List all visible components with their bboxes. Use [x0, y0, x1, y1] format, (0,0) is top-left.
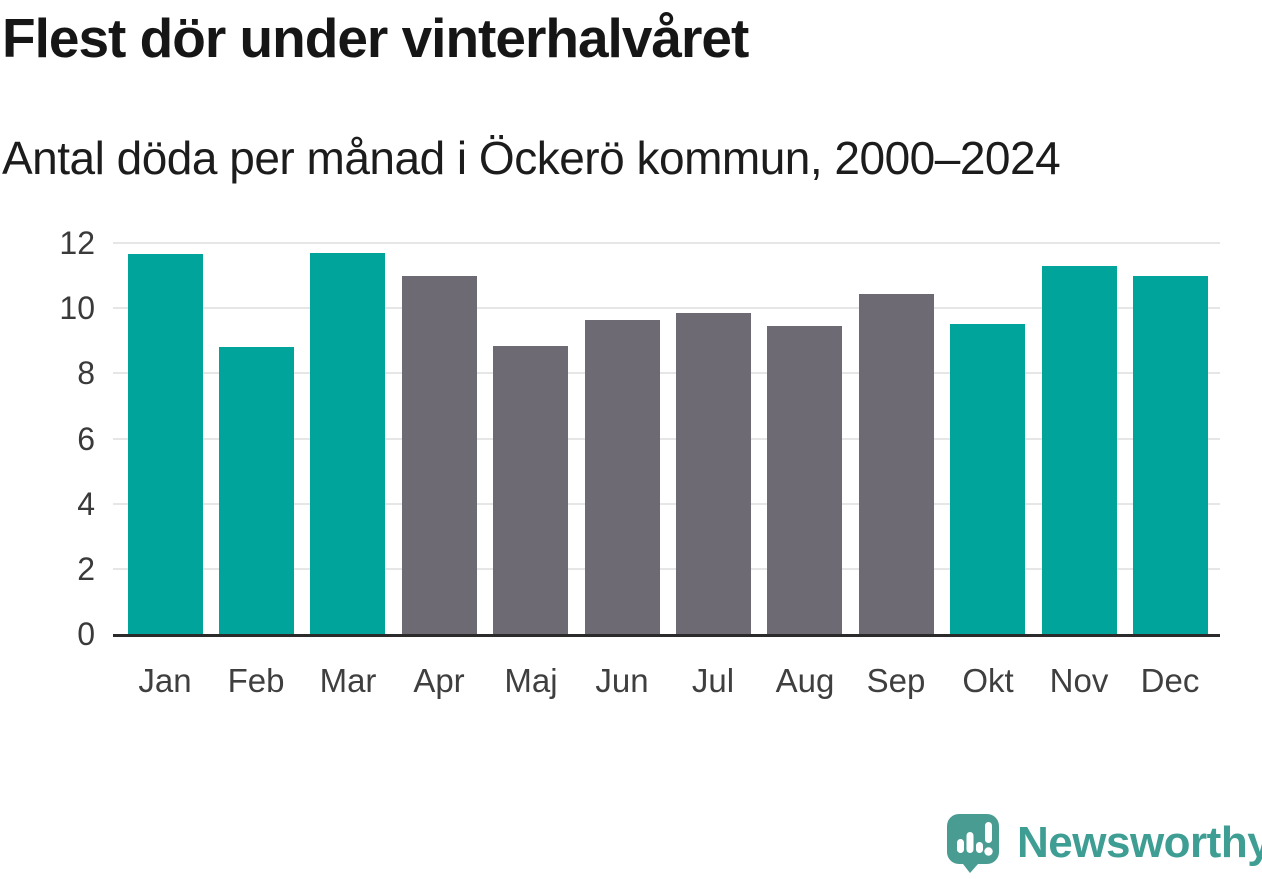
brand-footer: Newsworthy: [945, 812, 1262, 874]
y-axis-label-10: 10: [59, 290, 95, 326]
gridline-4: [113, 503, 1220, 505]
x-axis-line: [113, 634, 1220, 637]
x-axis-label-aug: Aug: [775, 662, 835, 699]
x-axis-label-jul: Jul: [691, 662, 735, 699]
gridline-6: [113, 438, 1220, 440]
x-axis-label-feb: Feb: [227, 662, 285, 699]
x-axis-label-jun: Jun: [595, 662, 649, 699]
x-axis-label-nov: Nov: [1049, 662, 1109, 699]
bar-mar: [310, 253, 385, 634]
y-axis-label-8: 8: [77, 355, 95, 391]
bar-maj: [493, 346, 568, 634]
bar-apr: [402, 276, 477, 634]
bar-dec: [1133, 276, 1208, 634]
y-axis-label-12: 12: [59, 225, 95, 261]
bar-okt: [950, 324, 1025, 634]
chart-subtitle: Antal döda per månad i Öckerö kommun, 20…: [2, 132, 1061, 184]
bar-nov: [1042, 266, 1117, 634]
bar-sep: [859, 294, 934, 634]
y-axis-label-6: 6: [77, 421, 95, 457]
x-axis-label-maj: Maj: [504, 662, 558, 699]
gridline-2: [113, 568, 1220, 570]
bar-feb: [219, 347, 294, 634]
x-axis-label-dec: Dec: [1140, 662, 1200, 699]
chart-title: Flest dör under vinterhalvåret: [2, 7, 749, 69]
gridline-12: [113, 242, 1220, 244]
x-axis-label-apr: Apr: [413, 662, 465, 699]
y-axis-label-0: 0: [77, 616, 95, 652]
y-axis-label-2: 2: [77, 551, 95, 587]
gridline-8: [113, 372, 1220, 374]
x-axis-label-mar: Mar: [319, 662, 377, 699]
x-axis-label-okt: Okt: [962, 662, 1014, 699]
newsworthy-logo-icon: [947, 814, 999, 873]
bar-aug: [767, 326, 842, 634]
x-axis-label-sep: Sep: [866, 662, 926, 699]
bar-jul: [676, 313, 751, 634]
x-axis-label-jan: Jan: [138, 662, 192, 699]
brand-name: Newsworthy: [1017, 818, 1262, 867]
y-axis-label-4: 4: [77, 486, 95, 522]
bar-jun: [585, 320, 660, 634]
bar-jan: [128, 254, 203, 634]
gridline-10: [113, 307, 1220, 309]
